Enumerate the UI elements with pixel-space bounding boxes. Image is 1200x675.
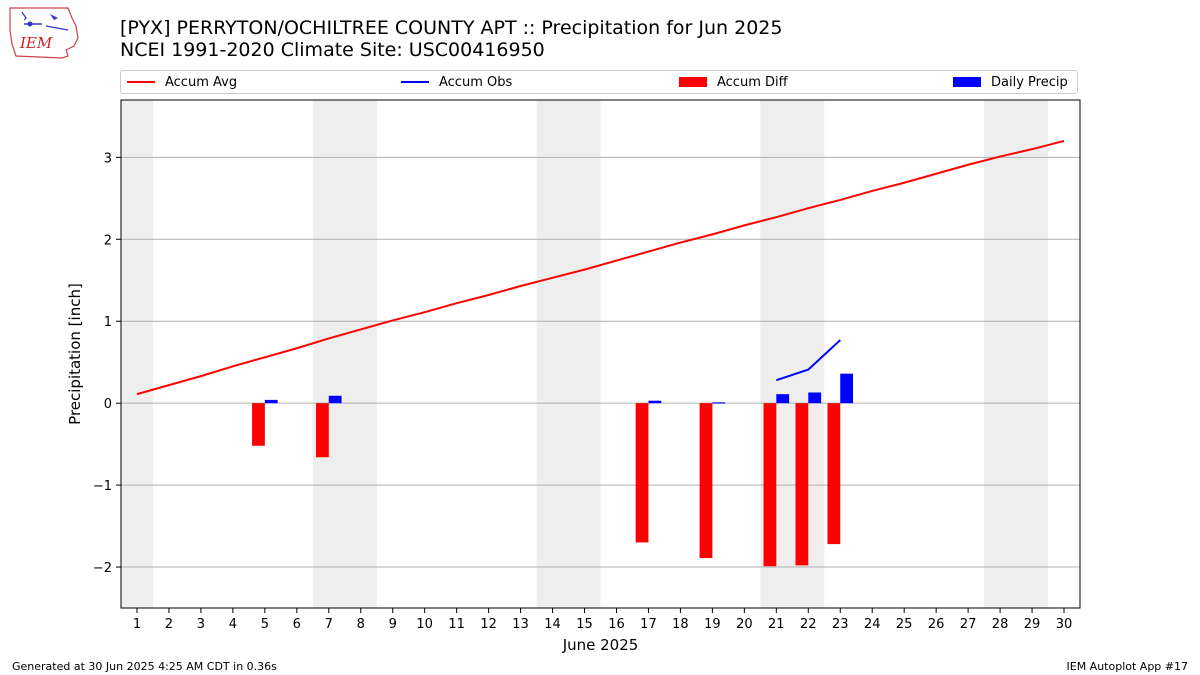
x-tick-label-15: 15	[576, 617, 593, 632]
x-tick-label-11: 11	[448, 617, 465, 632]
legend-label-accum-avg: Accum Avg	[165, 74, 238, 90]
accum-diff-bar-7	[315, 403, 329, 458]
accum-obs-line	[776, 339, 841, 382]
accum-diff-bar-23	[827, 403, 841, 545]
y-tick-label-0: −2	[93, 561, 112, 576]
footer-generated: Generated at 30 Jun 2025 4:25 AM CDT in …	[12, 660, 277, 673]
legend-swatch-accum-diff	[679, 77, 707, 87]
weekend-shade-2	[536, 100, 601, 608]
y-tick-label-3: 1	[104, 315, 112, 330]
accum-diff-bar-17	[635, 403, 649, 543]
weekend-shade-0	[121, 100, 153, 608]
legend-label-accum-obs: Accum Obs	[439, 74, 513, 90]
y-tick-label-2: 0	[104, 397, 112, 412]
x-tick-label-23: 23	[832, 617, 849, 632]
x-axis-label: June 2025	[562, 636, 639, 654]
legend: Accum Avg Accum Obs Accum Diff Daily Pre…	[120, 70, 1078, 94]
daily-precip-bar-5	[264, 399, 278, 404]
chart-title: [PYX] PERRYTON/OCHILTREE COUNTY APT :: P…	[120, 17, 783, 39]
y-tick-label-4: 2	[104, 233, 112, 248]
accum-diff-bar-19	[699, 403, 713, 559]
legend-swatch-accum-avg	[127, 81, 155, 83]
legend-label-accum-diff: Accum Diff	[717, 74, 788, 90]
x-tick-label-18: 18	[672, 617, 689, 632]
plot-frame	[120, 99, 1081, 609]
legend-item-daily-precip: Daily Precip	[953, 71, 1068, 93]
x-tick-label-3: 3	[197, 617, 205, 632]
daily-precip-bar-23	[840, 373, 854, 404]
x-tick-label-16: 16	[608, 617, 625, 632]
x-tick-label-13: 13	[512, 617, 529, 632]
logo-text: IEM	[19, 34, 53, 52]
x-tick-label-1: 1	[133, 617, 141, 632]
iem-logo: IEM	[9, 7, 79, 59]
x-tick-label-29: 29	[1024, 617, 1041, 632]
footer-app: IEM Autoplot App #17	[1066, 660, 1189, 673]
daily-precip-bar-22	[808, 392, 822, 404]
x-tick-label-9: 9	[389, 617, 397, 632]
x-tick-label-10: 10	[416, 617, 433, 632]
y-tick-label-5: 3	[104, 151, 112, 166]
x-tick-label-24: 24	[864, 617, 881, 632]
x-tick-label-19: 19	[704, 617, 721, 632]
weekend-shade-1	[312, 100, 377, 608]
legend-swatch-accum-obs	[401, 81, 429, 83]
x-tick-label-7: 7	[325, 617, 333, 632]
legend-item-accum-diff: Accum Diff	[679, 71, 788, 93]
daily-precip-bar-7	[328, 395, 342, 404]
x-tick-label-22: 22	[800, 617, 817, 632]
x-tick-label-2: 2	[165, 617, 173, 632]
x-tick-label-4: 4	[229, 617, 237, 632]
legend-item-accum-avg: Accum Avg	[127, 71, 237, 93]
weekend-shade-4	[984, 100, 1049, 608]
x-tick-label-17: 17	[640, 617, 657, 632]
chart-subtitle: NCEI 1991-2020 Climate Site: USC00416950	[120, 39, 545, 61]
y-axis-label: Precipitation [inch]	[66, 283, 84, 425]
legend-swatch-daily-precip	[953, 77, 981, 87]
daily-precip-bar-17	[648, 400, 662, 404]
daily-precip-bar-19	[712, 402, 726, 404]
y-tick-label-1: −1	[93, 479, 112, 494]
x-tick-label-28: 28	[992, 617, 1009, 632]
x-tick-label-26: 26	[928, 617, 945, 632]
x-tick-label-27: 27	[960, 617, 977, 632]
legend-label-daily-precip: Daily Precip	[991, 74, 1068, 90]
x-tick-label-14: 14	[544, 617, 561, 632]
accum-diff-bar-21	[763, 403, 777, 567]
legend-item-accum-obs: Accum Obs	[401, 71, 512, 93]
x-tick-label-8: 8	[357, 617, 365, 632]
x-tick-label-20: 20	[736, 617, 753, 632]
x-tick-label-6: 6	[293, 617, 301, 632]
x-tick-label-25: 25	[896, 617, 913, 632]
accum-avg-line	[136, 139, 1065, 396]
x-tick-label-12: 12	[480, 617, 497, 632]
daily-precip-bar-21	[776, 394, 790, 404]
x-tick-label-5: 5	[261, 617, 269, 632]
x-tick-label-21: 21	[768, 617, 785, 632]
accum-diff-bar-5	[252, 403, 265, 446]
x-tick-label-30: 30	[1056, 617, 1073, 632]
accum-diff-bar-22	[795, 403, 809, 566]
